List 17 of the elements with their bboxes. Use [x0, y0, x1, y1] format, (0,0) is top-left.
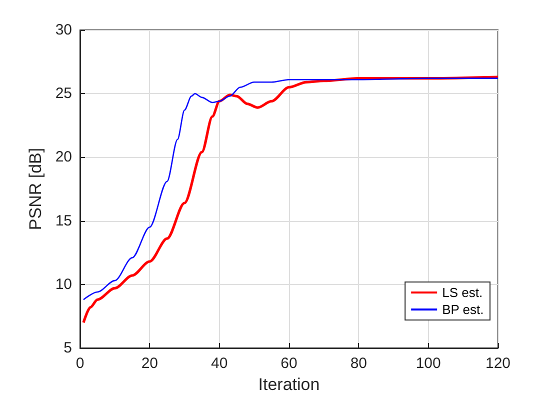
y-axis-title: PSNR [dB] — [26, 148, 45, 230]
legend-label: BP est. — [442, 302, 484, 317]
x-axis-title: Iteration — [258, 375, 320, 394]
x-tick-label: 80 — [350, 355, 368, 372]
y-tick-label: 30 — [55, 22, 72, 38]
y-tick-label: 5 — [64, 340, 72, 356]
y-tick-label: 10 — [55, 276, 72, 293]
x-tick-label: 120 — [485, 355, 511, 372]
x-tick-label: 100 — [416, 355, 441, 372]
x-tick-label: 40 — [210, 355, 228, 372]
x-tick-label: 20 — [141, 355, 158, 372]
legend-label: LS est. — [442, 285, 483, 300]
y-tick-label: 25 — [55, 85, 72, 102]
y-tick-label: 20 — [55, 148, 72, 166]
x-tick-label: 0 — [76, 355, 84, 372]
y-tick-label: 15 — [55, 212, 72, 230]
x-tick-label: 60 — [280, 355, 298, 372]
